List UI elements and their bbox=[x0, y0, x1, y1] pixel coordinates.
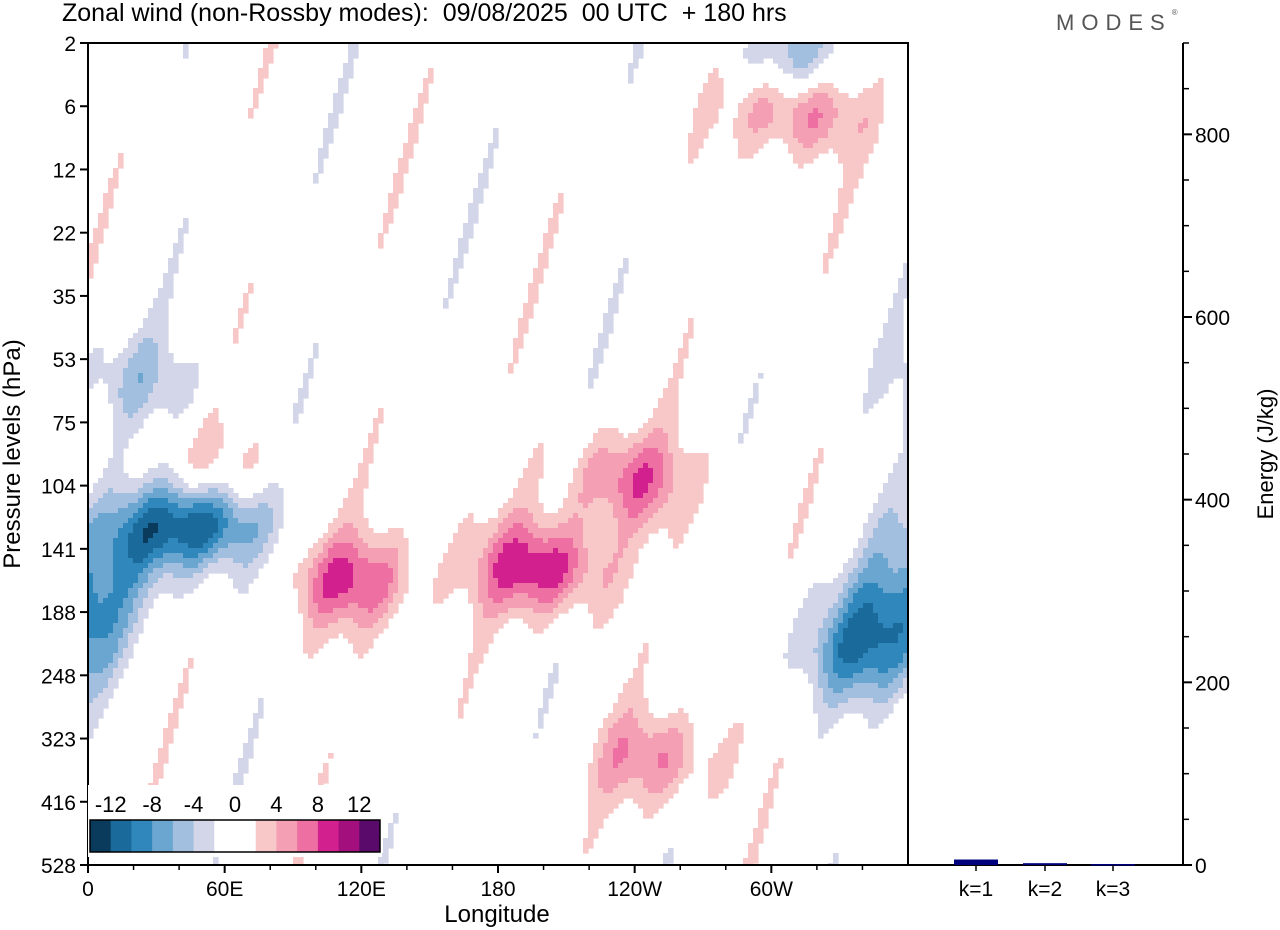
x-tick-label: 120W bbox=[607, 878, 662, 901]
colorbar-swatch bbox=[359, 820, 381, 852]
energy-tick-label: 200 bbox=[1195, 672, 1230, 695]
colorbar-label: 0 bbox=[229, 792, 241, 817]
energy-category-label: k=1 bbox=[959, 878, 993, 901]
brand-logo: MODES® bbox=[1056, 8, 1178, 35]
colorbar-swatch bbox=[297, 820, 319, 852]
colorbar-swatch bbox=[235, 820, 257, 852]
y-tick-label: 528 bbox=[41, 855, 76, 878]
colorbar-swatch bbox=[255, 820, 277, 852]
y-tick-label: 75 bbox=[53, 412, 76, 435]
colorbar-swatch bbox=[90, 820, 112, 852]
y-tick-label: 141 bbox=[41, 539, 76, 562]
colorbar-swatch bbox=[110, 820, 132, 852]
colorbar-swatch bbox=[276, 820, 298, 852]
energy-axis-label: Energy (J/kg) bbox=[1253, 389, 1278, 520]
colorbar-label: 8 bbox=[312, 792, 324, 817]
x-tick-label: 120E bbox=[337, 878, 386, 901]
energy-tick-label: 400 bbox=[1195, 490, 1230, 513]
colorbar-swatch bbox=[172, 820, 195, 852]
colorbar-label: 4 bbox=[270, 792, 282, 817]
y-tick-label: 53 bbox=[53, 349, 76, 372]
energy-category-label: k=2 bbox=[1028, 878, 1062, 901]
y-tick-label: 323 bbox=[41, 729, 76, 752]
y-tick-label: 248 bbox=[41, 665, 76, 688]
energy-bar bbox=[954, 859, 998, 865]
energy-category-label: k=3 bbox=[1096, 878, 1130, 901]
y-tick-label: 6 bbox=[64, 96, 76, 119]
colorbar-swatch bbox=[214, 820, 236, 852]
y-tick-label: 416 bbox=[41, 792, 76, 815]
colorbar-swatch bbox=[131, 820, 153, 852]
y-axis-label: Pressure levels (hPa) bbox=[0, 339, 26, 568]
x-tick-label: 60E bbox=[206, 878, 243, 901]
heatmap-field bbox=[88, 43, 908, 865]
colorbar-frame bbox=[89, 819, 381, 853]
colorbar-label: -8 bbox=[142, 792, 162, 817]
y-tick-label: 188 bbox=[41, 602, 76, 625]
colorbar-swatch bbox=[338, 820, 360, 852]
x-tick-label: 60W bbox=[750, 878, 793, 901]
colorbar-swatch bbox=[152, 820, 174, 852]
energy-bar bbox=[1091, 864, 1135, 866]
x-tick-label: 0 bbox=[82, 878, 94, 901]
y-tick-label: 35 bbox=[53, 286, 76, 309]
y-tick-label: 2 bbox=[64, 33, 76, 56]
colorbar-label: 12 bbox=[347, 792, 371, 817]
energy-tick-label: 800 bbox=[1195, 124, 1230, 147]
x-tick-label: 180 bbox=[480, 878, 515, 901]
energy-tick-label: 0 bbox=[1195, 855, 1207, 878]
colorbar-swatch bbox=[193, 820, 215, 852]
colorbar-swatch bbox=[317, 820, 340, 852]
y-tick-label: 22 bbox=[53, 223, 76, 246]
x-axis-label: Longitude bbox=[444, 901, 549, 928]
y-tick-label: 12 bbox=[53, 159, 76, 182]
colorbar-label: -4 bbox=[184, 792, 204, 817]
energy-bar bbox=[1023, 863, 1067, 865]
energy-tick-label: 600 bbox=[1195, 307, 1230, 330]
chart-title: Zonal wind (non-Rossby modes): 09/08/202… bbox=[62, 0, 787, 27]
colorbar: -12 -8 -4 0 4 8 12 bbox=[88, 785, 382, 857]
colorbar-label: -12 bbox=[95, 792, 127, 817]
y-tick-label: 104 bbox=[41, 476, 76, 499]
